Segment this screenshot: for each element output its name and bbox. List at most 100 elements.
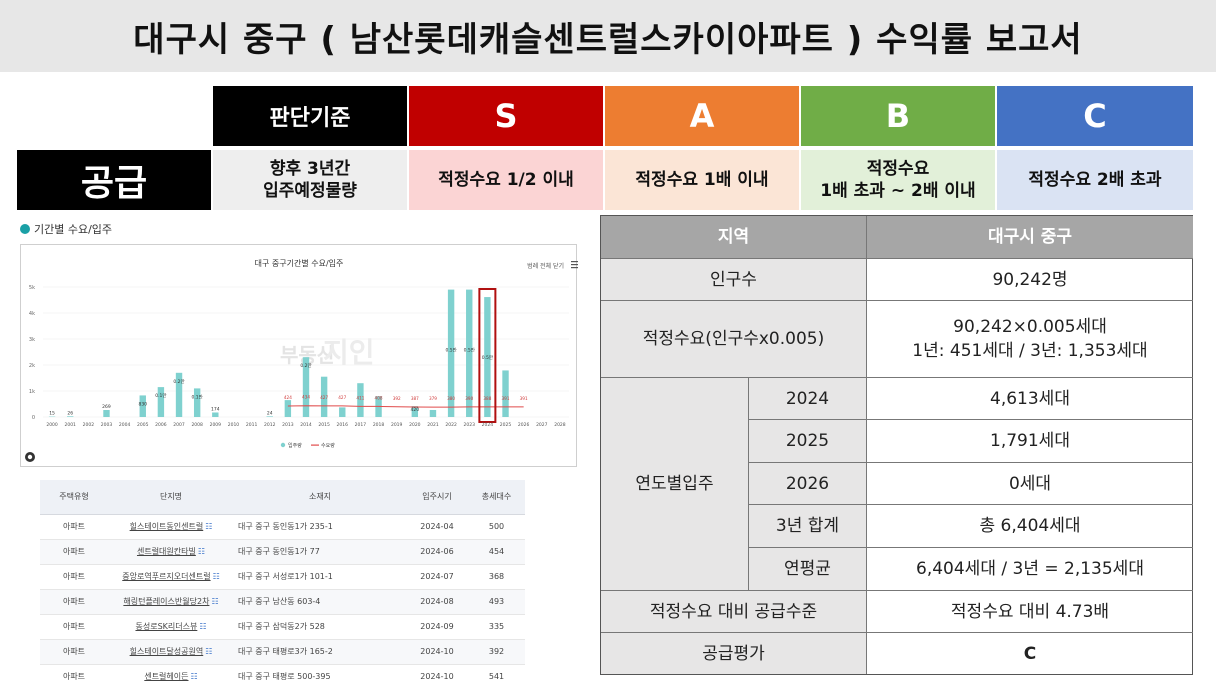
legend-supply-label: 입주량 [288, 442, 302, 449]
region-header-value-cell: 대구시 중구 [867, 216, 1193, 259]
grade-b-desc-line2: 1배 초과 ~ 2배 이내 [820, 181, 976, 201]
criteria-header-label: 판단기준 [269, 106, 351, 131]
table-row[interactable]: 아파트 중앙로역푸르지오더센트럴 ☷ 대구 중구 서성로1가 101-1 2024-07… [40, 564, 525, 590]
chart-title: 대구 중구기간별 수요/입주 [255, 258, 344, 268]
population-label: 인구수 [710, 269, 757, 290]
demand-label-cell: 적정수요(인구수x0.005) [601, 301, 867, 378]
demand-value-label: 424 [284, 395, 292, 400]
cell-type: 아파트 [40, 589, 108, 615]
supply-bar[interactable] [302, 357, 310, 417]
population-label-cell: 인구수 [601, 259, 867, 301]
x-tick-label: 2014 [300, 422, 312, 428]
supply-bar[interactable] [320, 376, 328, 417]
supply-bar[interactable] [429, 409, 437, 417]
supply-bar[interactable] [175, 372, 183, 417]
cell-address: 대구 중구 태평로3가 165-2 [234, 639, 406, 665]
col-header-units[interactable]: 총세대수 [468, 480, 525, 515]
supply-bar[interactable] [193, 388, 201, 417]
col-header-name[interactable]: 단지명 [108, 480, 234, 515]
demand-value-label: 391 [520, 396, 528, 401]
cell-date: 2024-09 [406, 614, 468, 640]
supply-bar[interactable] [411, 406, 419, 417]
evaluation-label-cell: 공급평가 [601, 633, 867, 674]
region-table: 지역 대구시 중구 인구수 90,242명 적정수요(인구수x0.005) 90… [600, 215, 1193, 675]
demand-value-line2: 1년: 451세대 / 3년: 1,353세대 [912, 341, 1148, 361]
grid-icon[interactable]: ☷ [212, 572, 220, 581]
grid-icon[interactable]: ☷ [190, 672, 198, 681]
supply-bar[interactable] [339, 407, 346, 417]
yearly-label-cell: 연도별입주 [601, 378, 749, 591]
supply-bar[interactable] [103, 410, 110, 417]
grid-icon[interactable]: ☷ [199, 622, 207, 631]
table-row[interactable]: 아파트 센트럴헤이든 ☷ 대구 중구 태평로 500-395 2024-10 541 [40, 664, 525, 684]
ratio-label: 적정수요 대비 공급수준 [649, 601, 818, 622]
cell-name[interactable]: 힐스테이트동인센트럴 ☷ [108, 514, 234, 540]
supply-criterion-cell: 향후 3년간 입주예정물량 [213, 150, 407, 210]
complex-name-link[interactable]: 센트럴대원칸타빌 [136, 547, 196, 556]
x-tick-label: 2025 [500, 422, 512, 428]
demand-value-label: 434 [302, 395, 310, 400]
year-2025-label-cell: 2025 [749, 420, 867, 463]
supply-bar[interactable] [447, 289, 455, 417]
bar-value-label: 0.1만 [155, 392, 166, 399]
complex-name-link[interactable]: 힐스테이트동인센트럴 [129, 522, 204, 531]
cell-name[interactable]: 중앙로역푸르지오더센트럴 ☷ [108, 564, 234, 590]
annual-average-label-cell: 연평균 [749, 548, 867, 591]
demand-value-label: 388 [483, 396, 491, 401]
grid-icon[interactable]: ☷ [211, 597, 219, 606]
table-row[interactable]: 아파트 힐스테이트동인센트럴 ☷ 대구 중구 동인동1가 235-1 2024-04 50… [40, 514, 525, 540]
year-2025-value-cell: 1,791세대 [867, 420, 1193, 463]
bar-value-label: 0.2만 [173, 378, 184, 385]
cell-name[interactable]: 센트럴헤이든 ☷ [108, 664, 234, 684]
cell-name[interactable]: 힐스테이트달성공원역 ☷ [108, 639, 234, 665]
cell-units: 500 [468, 514, 525, 540]
demand-line[interactable] [287, 405, 524, 408]
col-header-date[interactable]: 입주시기 [406, 480, 468, 515]
x-tick-label: 2012 [264, 422, 276, 428]
page-title: 대구시 중구 ( 남산롯데캐슬센트럴스카이아파트 ) 수익률 보고서 [133, 19, 1083, 60]
bar-value-label: 26 [67, 410, 73, 416]
grade-c-desc-cell: 적정수요 2배 초과 [997, 150, 1193, 210]
supply-bar[interactable] [212, 412, 219, 417]
chart-legend[interactable]: 입주량 수요량 [280, 442, 335, 449]
chart-menu-icon[interactable] [571, 261, 578, 269]
complex-name-link[interactable]: 해링턴플레이스반월당2차 [123, 597, 210, 606]
grid-icon[interactable]: ☷ [205, 647, 213, 656]
x-tick-label: 2024 [482, 422, 494, 428]
cell-name[interactable]: 센트럴대원칸타빌 ☷ [108, 539, 234, 565]
annual-average-value-cell: 6,404세대 / 3년 = 2,135세대 [867, 548, 1193, 591]
cell-name[interactable]: 해링턴플레이스반월당2차 ☷ [108, 589, 234, 615]
supply-bar[interactable] [357, 383, 364, 417]
y-tick-label: 4k [29, 311, 35, 317]
x-tick-label: 2022 [445, 422, 457, 428]
x-tick-label: 2002 [83, 422, 95, 428]
grid-icon[interactable]: ☷ [197, 547, 206, 556]
table-row[interactable]: 아파트 힐스테이트달성공원역 ☷ 대구 중구 태평로3가 165-2 2024-10 39… [40, 639, 525, 665]
supply-bar[interactable] [67, 416, 74, 417]
bar-value-label: 15 [49, 411, 55, 417]
col-header-address[interactable]: 소재지 [234, 480, 406, 515]
grid-icon[interactable]: ☷ [205, 522, 213, 531]
complex-name-link[interactable]: 중앙로역푸르지오더센트럴 [122, 572, 211, 581]
table-row[interactable]: 아파트 해링턴플레이스반월당2차 ☷ 대구 중구 남산동 603-4 2024-08 49… [40, 589, 525, 615]
col-header-type[interactable]: 주택유형 [40, 480, 108, 515]
ratio-label-cell: 적정수요 대비 공급수준 [601, 591, 867, 633]
supply-bar[interactable] [139, 395, 146, 417]
cell-name[interactable]: 동성로SK리더스뷰 ☷ [108, 614, 234, 640]
complex-name-link[interactable]: 힐스테이트달성공원역 [129, 647, 204, 656]
x-tick-label: 2016 [337, 422, 349, 428]
supply-bar[interactable] [157, 387, 165, 417]
supply-bar[interactable] [284, 400, 292, 417]
complex-name-link[interactable]: 센트럴헤이든 [144, 672, 189, 681]
y-tick-label: 2k [29, 363, 35, 369]
supply-bar[interactable] [266, 416, 273, 417]
complex-name-link[interactable]: 동성로SK리더스뷰 [135, 622, 198, 631]
table-row[interactable]: 아파트 동성로SK리더스뷰 ☷ 대구 중구 삼덕동2가 528 2024-09 335 [40, 614, 525, 640]
supply-bar[interactable] [502, 370, 509, 417]
legend-toggle-link[interactable]: 범례 전체 닫기 [527, 262, 564, 270]
supply-bar[interactable] [466, 289, 473, 417]
supply-bar[interactable] [484, 297, 491, 417]
cell-date: 2024-10 [406, 664, 468, 684]
table-row[interactable]: 아파트 센트럴대원칸타빌 ☷ 대구 중구 동인동1가 77 2024-06 454 [40, 539, 525, 565]
cell-units: 368 [468, 564, 525, 590]
